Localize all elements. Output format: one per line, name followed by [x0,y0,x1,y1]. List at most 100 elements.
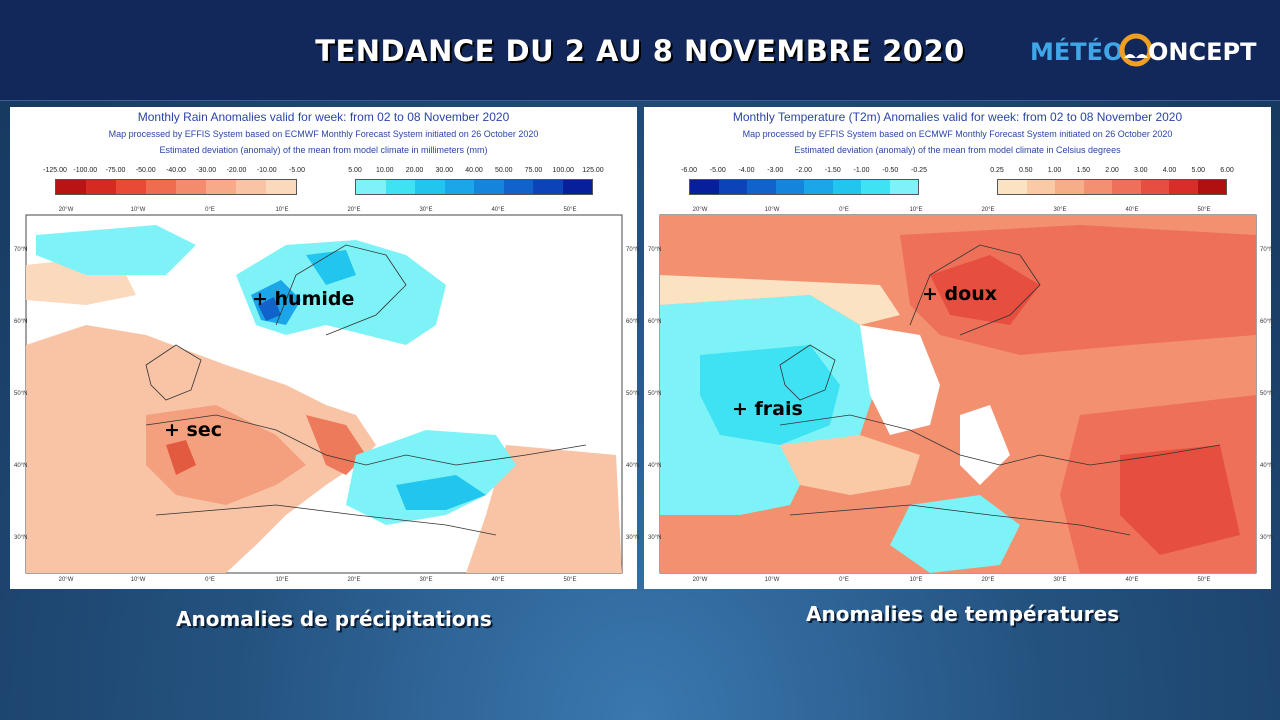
colorbar-segment [444,180,474,194]
longitude-label: 0°E [205,207,215,213]
colorbar-positive [997,179,1227,195]
latitude-label: 50°N [648,391,661,397]
temperature-map-panel: Monthly Temperature (T2m) Anomalies vali… [644,107,1273,589]
colorbar-tick-label: -10.00 [256,167,277,174]
colorbar-tick-label: -0.25 [911,167,927,174]
colorbar-tick-label: 3.00 [1133,167,1148,174]
latitude-labels: 70°N 70°N 60°N 60°N 50°N 50°N 40°N 40°N 30°N 30°N [648,247,1273,541]
colorbar-tick-label: -2.00 [796,167,812,174]
scale-ticks-positive: 0.25 0.50 1.00 1.50 2.00 3.00 4.00 5.00 6.00 [990,167,1234,177]
colorbar-tick-label: -30.00 [196,167,217,174]
latitude-labels: 70°N 70°N 60°N 60°N 50°N 50°N 40°N 40°N 30°N 30°N [14,247,639,541]
colorbar-tick-label: 30.00 [435,167,454,174]
colorbar-segment [718,180,747,194]
latitude-label: 70°N [1260,247,1273,253]
longitude-label: 20°E [347,207,360,213]
colorbar-segment [356,180,386,194]
longitude-labels: 20°W 20°W 10°W 10°W 0°E 0°E 10°E 10°E 20°E 20°E 30… [59,207,577,583]
colorbar-segment [56,180,86,194]
colorbar-tick-label: 0.50 [1018,167,1033,174]
colorbar-segment [266,180,296,194]
svg-text:ONCEPT: ONCEPT [1148,38,1257,66]
colorbar-tick-label: 5.00 [348,167,362,174]
latitude-label: 60°N [626,319,639,325]
colorbar-segment [236,180,266,194]
longitude-label: 30°E [1053,207,1066,213]
longitude-label: 50°E [563,207,576,213]
longitude-label: 20°W [693,577,708,583]
colorbar-segment [747,180,776,194]
colorbar-segment [832,180,861,194]
sun-icon [1119,33,1153,67]
colorbar-tick-label: -1.50 [824,167,841,174]
map-title: Monthly Rain Anomalies valid for week: f… [137,110,510,124]
map-subtitle: Map processed by EFFIS System based on E… [108,129,539,139]
colorbar-tick-label: -125.00 [43,167,67,174]
longitude-labels: 20°W 20°W 10°W 10°W 0°E 0°E 10°E 10°E 20°E 20°E 30… [693,207,1211,583]
colorbar-tick-label: 5.00 [1191,167,1206,174]
colorbar-segment [533,180,563,194]
colorbar-tick-label: 100.00 [552,167,574,174]
latitude-label: 60°N [14,319,27,325]
colorbar-segment [415,180,445,194]
latitude-label: 70°N [14,247,27,253]
colorbar-segment [176,180,206,194]
colorbar-segment [206,180,236,194]
colorbar-positive [355,179,593,195]
longitude-label: 20°W [59,207,74,213]
temperature-caption: Anomalies de températures [806,602,1120,626]
colorbar-segment [385,180,415,194]
longitude-label: 20°E [347,577,360,583]
longitude-label: 50°E [1197,207,1210,213]
longitude-label: 10°E [909,207,922,213]
precipitation-anomaly-map: 20°W 20°W 10°W 10°W 0°E 0°E 10°E 10°E 20°E 20°E 30… [14,207,639,583]
colorbar-tick-label: 50.00 [494,167,513,174]
colorbar-segment [562,180,592,194]
longitude-label: 10°W [131,577,146,583]
meteo-concept-logo: MÉTÉO ONCEPT [1030,33,1257,67]
longitude-label: 10°E [909,577,922,583]
page-title: TENDANCE DU 2 AU 8 NOVEMBRE 2020 [315,34,965,68]
colorbar-tick-label: 40.00 [465,167,483,174]
map-subtitle-units: Estimated deviation (anomaly) of the mea… [159,145,488,155]
map-title: Monthly Temperature (T2m) Anomalies vali… [732,110,1183,124]
precipitation-caption: Anomalies de précipitations [176,607,492,631]
longitude-label: 20°E [981,577,994,583]
header-bar: TENDANCE DU 2 AU 8 NOVEMBRE 2020 MÉTÉO O… [0,0,1280,101]
colorbar-segment [1112,180,1141,194]
colorbar-tick-label: 10.00 [375,167,394,174]
longitude-label: 10°W [131,207,146,213]
longitude-label: 10°E [275,207,288,213]
longitude-label: 30°E [1053,577,1066,583]
colorbar-segment [998,180,1027,194]
colorbar-tick-label: -50.00 [135,167,156,174]
longitude-label: 50°E [563,577,576,583]
longitude-label: 40°E [1125,577,1138,583]
colorbar-tick-label: 1.50 [1076,167,1091,174]
colorbar-segment [86,180,116,194]
colorbar-segment [1055,180,1084,194]
scale-ticks-negative: -6.00 -5.00 -4.00 -3.00 -2.00 -1.50 -1.00 -0.50… [681,167,927,177]
colorbar-segment [889,180,918,194]
colorbar-segment [690,180,719,194]
latitude-label: 30°N [1260,535,1273,541]
colorbar-tick-label: -5.00 [289,167,305,174]
colorbar-tick-label: -6.00 [681,167,697,174]
latitude-label: 30°N [626,535,639,541]
longitude-label: 0°E [839,577,849,583]
colorbar-tick-label: 125.00 [582,167,604,174]
longitude-label: 20°E [981,207,994,213]
latitude-label: 50°N [14,391,27,397]
colorbar-tick-label: 75.00 [524,167,543,174]
longitude-label: 10°E [275,577,288,583]
colorbar-tick-label: 1.00 [1047,167,1062,174]
colorbar-tick-label: 20.00 [405,167,424,174]
colorbar-segment [1083,180,1112,194]
latitude-label: 50°N [626,391,639,397]
cloud-icon [1124,54,1148,58]
latitude-label: 40°N [648,463,661,469]
colorbar-tick-label: -40.00 [166,167,186,174]
colorbar-segment [1169,180,1198,194]
longitude-label: 40°E [491,577,504,583]
colorbar-segment [804,180,833,194]
